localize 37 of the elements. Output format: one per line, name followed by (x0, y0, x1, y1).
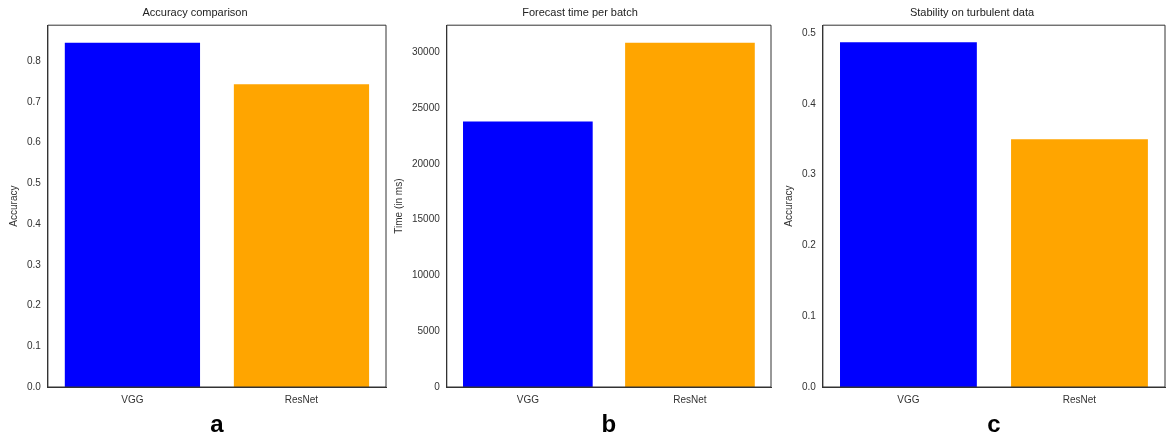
x-tick-label: VGG (516, 393, 540, 405)
y-tick-label: 0.7 (27, 95, 42, 107)
text: c (987, 409, 1001, 437)
y-tick-label: 0.4 (27, 217, 42, 229)
y-tick-label: 0.8 (27, 54, 42, 66)
y-tick-label: 0.6 (27, 136, 42, 148)
y-tick-label: 0.3 (802, 168, 817, 180)
y-tick-label: 0.2 (27, 299, 42, 311)
x-tick-label: ResNet (673, 393, 707, 405)
x-tick-label: VGG (897, 393, 920, 405)
text: a (210, 409, 225, 437)
y-tick-label: 0.5 (27, 177, 42, 189)
y-tick-label: 0 (434, 380, 441, 392)
chart-title: Accuracy comparison (142, 5, 248, 18)
y-tick-label: 25000 (412, 101, 441, 113)
y-tick-label: 0.4 (802, 97, 817, 109)
y-tick-label: 20000 (412, 157, 441, 169)
y-tick-label: 0.1 (27, 340, 42, 352)
y-tick-label: 10000 (412, 269, 441, 281)
x-tick-label: ResNet (284, 393, 319, 405)
chart-title: Stability on turbulent data (909, 5, 1035, 18)
y-tick-label: 0.1 (802, 309, 817, 321)
y-tick-label: 5000 (417, 324, 441, 336)
y-axis-title: Time (in ms) (392, 178, 404, 234)
y-axis-title: Accuracy (782, 185, 794, 227)
y-tick-label: 0.2 (802, 239, 817, 251)
y-tick-label: 0.3 (27, 258, 42, 270)
chart-title: Forecast time per batch (522, 5, 638, 18)
y-tick-label: 15000 (412, 213, 441, 225)
x-tick-label: VGG (121, 393, 144, 405)
text: b (601, 409, 617, 437)
y-tick-label: 0.0 (802, 380, 817, 392)
y-tick-label: 30000 (412, 45, 441, 57)
y-tick-label: 0.0 (27, 380, 42, 392)
y-tick-label: 0.5 (802, 26, 817, 38)
y-axis-title: Accuracy (7, 185, 19, 227)
x-tick-label: ResNet (1062, 393, 1097, 405)
